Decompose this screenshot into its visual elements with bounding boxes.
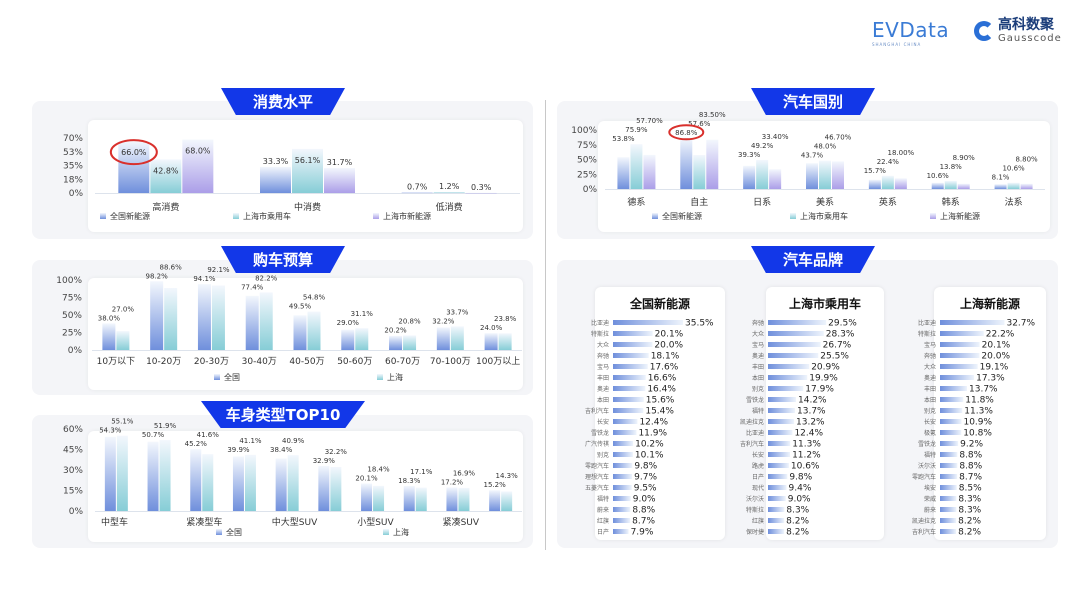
- bodytype-card: [88, 431, 523, 542]
- brands-title: 汽车品牌: [751, 246, 875, 273]
- brand-list-title: 上海新能源: [959, 297, 1020, 311]
- brand-list-2: 上海新能源: [934, 287, 1046, 540]
- brand-list-0: 全国新能源: [595, 287, 725, 540]
- divider: [545, 100, 546, 550]
- consumption-title: 消费水平: [221, 88, 345, 115]
- brand-list-title: 全国新能源: [629, 297, 690, 311]
- bodytype-title: 车身类型TOP10: [201, 401, 365, 428]
- country-title: 汽车国别: [751, 88, 875, 115]
- budget-card: [88, 278, 523, 390]
- country-card: [598, 121, 1050, 232]
- budget-title: 购车预算: [221, 246, 345, 273]
- evdata-logo: EVData SHANGHAI CHINA: [872, 18, 950, 47]
- brand-list-1: 上海市乘用车: [766, 287, 884, 540]
- gausscode-logo: 高科数聚 Gausscode: [974, 18, 1062, 44]
- gausscode-logo-icon: [974, 21, 994, 41]
- consumption-card: [88, 120, 523, 232]
- brand-list-title: 上海市乘用车: [788, 297, 861, 311]
